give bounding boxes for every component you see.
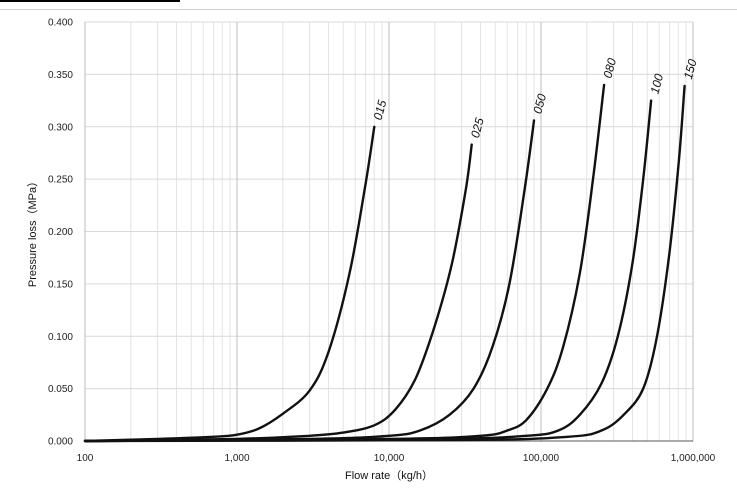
y-tick-label: 0.000 (48, 437, 73, 448)
top-border-line (0, 9, 737, 10)
curve-label-100: 100 (647, 72, 666, 95)
x-tick-label: 1,000,000 (671, 453, 716, 464)
x-tick-label: 100 (77, 453, 94, 464)
y-tick-label: 0.250 (48, 175, 73, 186)
curve-025 (83, 143, 473, 443)
y-tick-label: 0.350 (48, 70, 73, 81)
y-tick-label: 0.400 (48, 18, 73, 29)
x-axis-title: Flow rate（kg/h） (345, 469, 433, 482)
x-tick-labels: 100 1,000 10,000 100,000 1,000,000 (77, 453, 716, 464)
y-axis-title: Pressure loss（MPa） (26, 176, 39, 287)
curve-label-050: 050 (530, 92, 549, 115)
y-tick-label: 0.200 (48, 227, 73, 238)
curve-015 (83, 125, 376, 443)
x-tick-label: 100,000 (523, 453, 560, 464)
y-tick-label: 0.050 (48, 384, 73, 395)
x-tick-label: 10,000 (374, 453, 405, 464)
curve-label-150: 150 (681, 57, 700, 80)
series-labels: 015 025 050 080 100 150 (371, 56, 700, 139)
curve-label-025: 025 (468, 116, 487, 139)
x-tick-label: 1,000 (224, 453, 249, 464)
top-rule-decoration (0, 0, 180, 2)
curve-label-015: 015 (371, 98, 390, 121)
curve-label-080: 080 (600, 56, 619, 79)
curve-150 (83, 84, 686, 443)
y-tick-label: 0.150 (48, 279, 73, 290)
y-tick-labels: 0.000 0.050 0.100 0.150 0.200 0.250 0.300 0.350… (48, 18, 73, 448)
series-curves (83, 83, 686, 443)
y-tick-label: 0.300 (48, 122, 73, 133)
y-tick-label: 0.100 (48, 332, 73, 343)
curve-100 (83, 99, 653, 443)
